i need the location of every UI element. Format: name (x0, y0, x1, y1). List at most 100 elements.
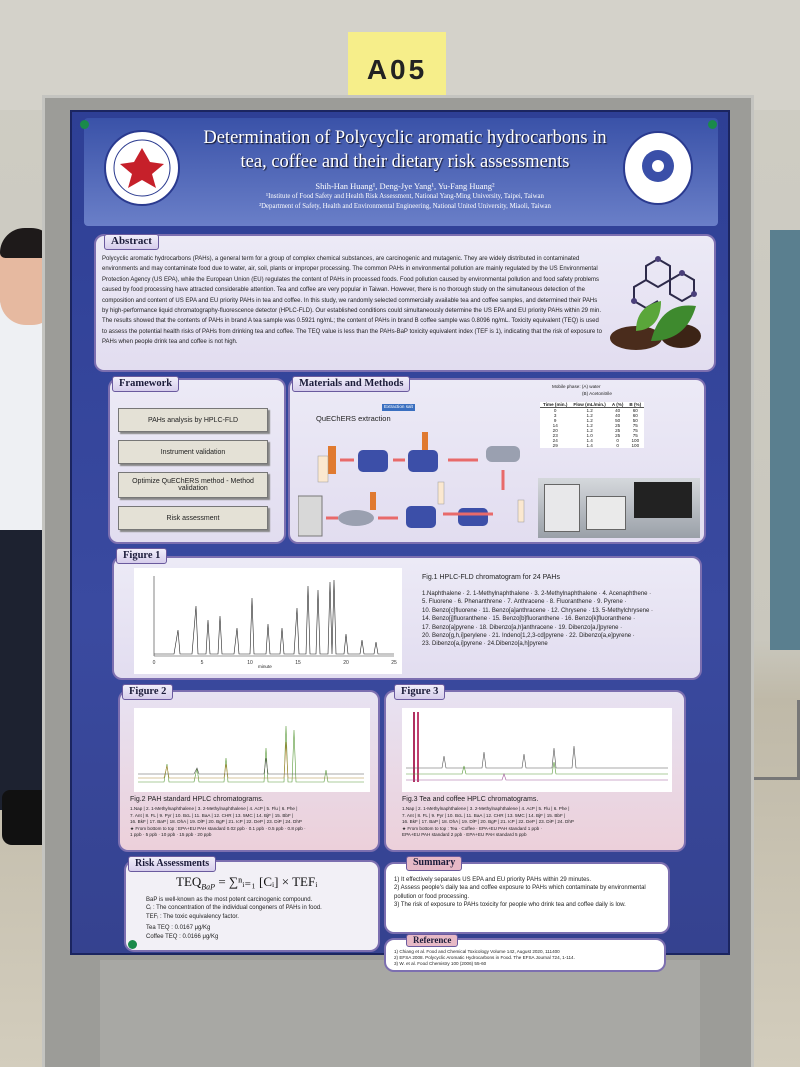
pin (80, 120, 89, 129)
reference-item: 1) Chiang et al. Food and Chemical Toxic… (394, 949, 560, 954)
section-heading: Figure 1 (116, 548, 168, 564)
mobile-phase-b: (B) Acetonitrile (582, 390, 612, 396)
figure-caption: Fig.3 Tea and coffee HPLC chromatograms. (402, 796, 539, 803)
framework-step: Optimize QuEChERS method - Method valida… (118, 472, 268, 498)
extraction-label: QuEChERS extraction (316, 414, 391, 423)
table-cell: 1.0 (586, 433, 593, 438)
title-line: Determination of Polycyclic aromatic hyd… (203, 128, 607, 148)
table-cell: 1.2 (586, 418, 593, 423)
text-line: 5. Fluorene · 6. Phenanthrene · 7. Anthr… (422, 599, 627, 606)
x-tick-label: 0 (153, 660, 156, 666)
table-cell: 25 (615, 428, 621, 433)
table-row: 20 1.2 25 75 (540, 428, 644, 433)
table-cell: 50 (615, 418, 621, 423)
gradient-table: Time (min.) Flow (mL/min.) A (%) B (%) 0 1.2 4… (540, 402, 645, 448)
summary-box: Summary 1) It effectively separates US E… (384, 856, 670, 934)
text-line: ★ From bottom to top : EPA+EU PAH standa… (130, 825, 306, 831)
x-tick-label: 15 (295, 660, 301, 666)
summary-item: 2) Assess people's daily tea and coffee … (394, 885, 646, 900)
text-line: EPA+EU PAH standard 2 ppb · EPA+EU PAH s… (402, 832, 527, 838)
axis-label: minute (258, 664, 272, 669)
table-cell: 1.2 (586, 413, 593, 418)
table-row: 23 1.0 25 75 (540, 433, 644, 438)
section-heading: Risk Assessments (128, 856, 217, 872)
formula-sub: BaP (201, 882, 216, 892)
materials-box: Materials and Methods QuEChERS extractio… (288, 376, 706, 544)
chromatogram (134, 708, 370, 792)
table-cell: 24 (552, 438, 558, 443)
table-row: 29 1.4 0 100 (540, 443, 644, 448)
table-cell: 1.4 (586, 438, 593, 443)
x-tick-label: 20 (343, 660, 349, 666)
table-cell: 23 (552, 433, 558, 438)
logo-left (104, 130, 180, 206)
risk-note: Cᵢ : The concentration of the individual… (146, 905, 322, 912)
figure3-box: Figure 3 Fig.3 Tea and coffee HPLC chrom… (384, 684, 686, 852)
table-row: 3 1.2 40 60 (540, 413, 644, 418)
chromatogram: 0 5 10 15 20 25 (153, 576, 397, 666)
column-header: B (%) (626, 402, 645, 408)
board-lower (100, 960, 700, 1067)
table-row: 24 1.4 0 100 (540, 438, 644, 443)
formula-lhs: TEQ (176, 874, 202, 889)
x-tick-label: 10 (247, 660, 253, 666)
table-cell: 40 (615, 408, 621, 413)
instrument-photo (538, 478, 700, 538)
figure2-box: Figure 2 Fig.2 PAH standard HPLC chromat… (118, 684, 380, 852)
reference-item: 3) W. et al. Food Chemistry 100 (2006) 5… (394, 961, 487, 966)
table-cell: 100 (631, 443, 640, 448)
section-heading: Figure 3 (394, 684, 446, 700)
title: Determination of Polycyclic aromatic hyd… (185, 126, 625, 174)
text-line: 16. BkF | 17. BaP | 18. DhA | 19. DlP | … (402, 819, 574, 825)
table-cell: 40 (615, 413, 621, 418)
text-line: 1.Naphthalene · 2. 1-Methylnaphthalene ·… (422, 591, 652, 597)
abstract-illustration (610, 256, 701, 350)
figure-caption: Fig.2 PAH standard HPLC chromatograms. (130, 796, 264, 803)
figure2-notes: 1.Nap | 2. 1-Methylnaphthalene | 3. 2-Me… (130, 806, 376, 839)
text-line: 17. Benzo[a]pyrene · 18. Dibenzo[a,h]ant… (422, 624, 623, 631)
table-cell: 60 (632, 413, 638, 418)
summary-list: 1) It effectively separates US EPA and E… (394, 876, 666, 910)
section-heading: Materials and Methods (292, 376, 411, 392)
text-line: 20. Benzo[g,h,i]perylene · 21. Indeno[1,… (422, 633, 635, 640)
table-row: 9 1.2 50 50 (540, 418, 644, 423)
figure-caption: Fig.1 HPLC-FLD chromatogram for 24 PAHs (422, 574, 560, 581)
pin (708, 120, 717, 129)
table-cell: 1.2 (586, 428, 593, 433)
table-cell: 0 (616, 438, 619, 443)
table-cell: 1.2 (586, 423, 593, 428)
table-cell: 25 (615, 433, 621, 438)
table-cell: 14 (552, 423, 558, 428)
summary-item: 1) It effectively separates US EPA and E… (394, 877, 592, 883)
table-cell: 0 (553, 408, 557, 413)
text-line: 7. Ant | 8. FL | 9. Pyr | 10. BcL | 11. … (130, 812, 294, 818)
column-header: Time (min.) (540, 402, 571, 408)
reference-item: 2) EFSA 2008. Polycyclic Aromatic Hydroc… (394, 955, 575, 960)
abstract-box: Abstract Polycyclic aromatic hydrocarbon… (94, 234, 716, 372)
framework-step: Risk assessment (118, 506, 268, 530)
monitor (634, 482, 692, 518)
text-line: 10. Benzo[c]fluorene · 11. Benzo[a]anthr… (422, 607, 654, 614)
text-line: 7. Ant | 8. FL | 9. Pyr | 10. BcL | 11. … (402, 812, 566, 818)
table-cell: 75 (632, 423, 638, 428)
table-cell: 1.2 (586, 408, 593, 413)
table-cell: 75 (632, 428, 638, 433)
reference-list: 1) Chiang et al. Food and Chemical Toxic… (394, 949, 664, 967)
pin (128, 940, 137, 949)
formula: TEQBaP = ∑ⁿᵢ₌₁ [Cᵢ] × TEFᵢ (176, 874, 317, 892)
side-panel (770, 230, 800, 650)
x-tick-label: 25 (391, 660, 397, 666)
table-cell: 75 (632, 433, 638, 438)
table-row: 14 1.2 25 75 (540, 423, 644, 428)
table-cell: 100 (631, 438, 640, 443)
logo-right (623, 131, 693, 205)
affiliation: ¹Institute of Food Safety and Health Ris… (266, 193, 544, 200)
coffee-teq: Coffee TEQ : 0.0166 μg/Kg (146, 933, 219, 940)
reference-box: Reference 1) Chiang et al. Food and Chem… (384, 934, 666, 972)
salt-label: Extraction salt (382, 404, 415, 411)
table-cell: 25 (615, 423, 621, 428)
section-heading: Figure 2 (122, 684, 174, 700)
risk-note: BaP is well-known as the most potent car… (146, 897, 313, 903)
abstract-text: Polycyclic aromatic hydrocarbons (PAHs),… (102, 256, 602, 346)
